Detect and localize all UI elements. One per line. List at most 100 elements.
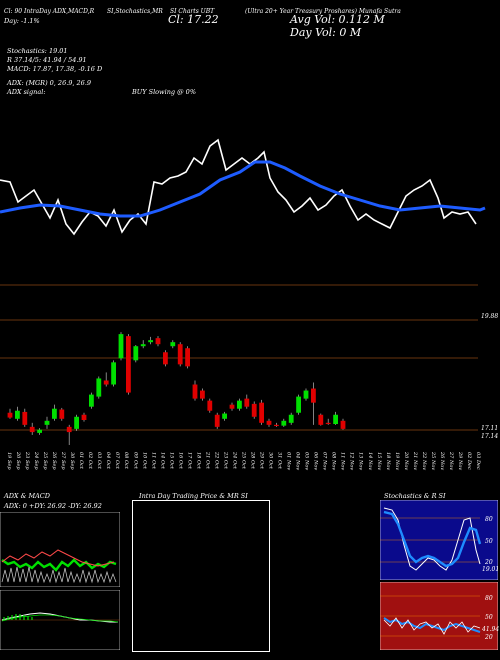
date-label: 16 Oct: [177, 452, 183, 470]
date-label: 14 Oct: [159, 452, 165, 470]
candle-body: [251, 403, 257, 417]
candle-body: [52, 408, 57, 419]
day-volume: Day Vol: 0 M: [290, 26, 362, 39]
date-label: 07 Nov: [322, 452, 328, 470]
candle-body: [303, 390, 309, 399]
date-label: 23 Sep: [24, 451, 30, 470]
adx-value: ADX: (MGR) 0, 26.9, 26.9: [7, 79, 92, 87]
candle-body: [15, 410, 20, 419]
date-label: 01 Nov: [286, 452, 292, 470]
candle-body: [185, 348, 190, 367]
date-label: 24 Oct: [231, 451, 237, 470]
header-title-1: Cl: 90 IntraDay ADX,MACD,R: [4, 8, 95, 15]
candle-body: [140, 344, 146, 347]
date-label: 25 Nov: [430, 451, 436, 470]
date-label: 12 Nov: [349, 452, 355, 470]
adx-signal-label: ADX signal:: [7, 88, 46, 96]
date-label: 28 Oct: [250, 451, 256, 470]
candle-body: [207, 400, 213, 411]
date-label: 02 Dec: [466, 452, 472, 470]
stochastics-panel: [380, 500, 498, 580]
price-level-low: 17.14: [481, 433, 499, 440]
candle-body: [333, 414, 338, 425]
date-label: 19 Nov: [394, 452, 400, 470]
date-label: 02 Oct: [87, 452, 93, 470]
price-line: [0, 138, 477, 236]
date-label: 13 Nov: [358, 452, 364, 470]
intraday-panel: [132, 500, 270, 652]
date-label: 17 Oct: [186, 452, 192, 470]
date-label: 25 Sep: [42, 451, 48, 470]
adx-macd-title: ADX & MACD: [4, 492, 50, 500]
candle-body: [266, 420, 272, 425]
candle-body: [229, 404, 235, 409]
macd-value: MACD: 17.87, 17.38, -0.16 D: [7, 65, 103, 73]
date-label: 04 Nov: [295, 452, 301, 470]
candle-body: [133, 346, 139, 361]
buy-slowing-label: BUY Slowing @ 0%: [132, 88, 196, 96]
date-label: 18 Oct: [195, 452, 201, 470]
date-label: 11 Nov: [340, 452, 346, 470]
date-label: 26 Nov: [439, 451, 445, 470]
date-label: 30 Oct: [268, 452, 274, 470]
date-label: 08 Nov: [331, 452, 337, 470]
date-label: 15 Nov: [376, 452, 382, 470]
macd-panel: [0, 590, 120, 650]
date-label: 06 Nov: [313, 452, 319, 470]
adx-panel: [0, 512, 120, 587]
candle-body: [281, 420, 287, 426]
header-title-3: SI Charts UBT: [170, 8, 215, 15]
stoch-tick-50: 50: [485, 538, 493, 545]
intraday-title: Intra Day Trading Price & MR SI: [139, 492, 248, 500]
stoch-value-tag: 19.01: [482, 566, 500, 573]
rsi-tick-80: 80: [485, 595, 493, 602]
rsi-tick-50: 50: [485, 614, 493, 621]
candle-body: [340, 420, 346, 429]
candle-body: [325, 422, 331, 425]
candle-body: [66, 426, 72, 433]
date-label: 30 Sep: [69, 452, 75, 470]
candle-body: [7, 412, 13, 418]
date-label: 27 Sep: [60, 451, 66, 470]
moving-average-line: [0, 160, 486, 218]
date-label: 04 Oct: [105, 452, 111, 470]
candle-body: [118, 334, 124, 359]
date-label: 08 Oct: [123, 452, 129, 470]
candle-body: [89, 394, 94, 407]
date-label: 29 Nov: [457, 451, 463, 470]
candle-body: [126, 336, 131, 393]
candle-body: [200, 390, 205, 399]
date-label: 11 Oct: [150, 452, 156, 470]
stoch-tick-20: 20: [485, 559, 493, 566]
date-label: 23 Oct: [222, 451, 228, 470]
candle-body: [22, 411, 28, 425]
avg-volume: Avg Vol: 0.112 M: [290, 13, 385, 26]
candle-body: [148, 340, 153, 343]
date-label: 15 Oct: [168, 452, 174, 470]
date-label: 24 Sep: [33, 451, 39, 470]
rsi-panel: [380, 582, 498, 650]
date-label: 22 Oct: [213, 451, 219, 470]
day-change: Day: -1.1%: [4, 17, 40, 25]
candle-body: [81, 414, 87, 420]
date-label: 03 Dec: [475, 452, 481, 470]
rsi-value-tag: 41.94: [482, 626, 500, 633]
date-label: 14 Nov: [367, 452, 373, 470]
date-label: 26 Sep: [51, 451, 57, 470]
stochastics-title: Stochastics & R SI: [384, 492, 446, 500]
candle-body: [163, 352, 168, 365]
r-value: R 37.14/5: 41.94 / 54.91: [7, 56, 87, 64]
candle-body: [103, 380, 109, 385]
price-level-top: 19.88: [481, 313, 499, 320]
stochastics-value: Stochastics: 19.01: [7, 47, 68, 55]
date-label: 05 Nov: [304, 452, 310, 470]
date-label: 03 Oct: [96, 452, 102, 470]
candle-body: [237, 400, 242, 409]
candle-body: [296, 396, 301, 413]
date-label: 21 Nov: [412, 451, 418, 470]
main-chart: 19 Sep 20 Sep 23 Sep 24 Sep 25 Sep 26 Sep 27 S…: [0, 138, 486, 470]
price-level-mid: 17.11: [481, 425, 499, 432]
date-label: 25 Oct: [240, 451, 246, 470]
date-label: 31 Oct: [277, 452, 283, 470]
candle-body: [111, 362, 116, 385]
